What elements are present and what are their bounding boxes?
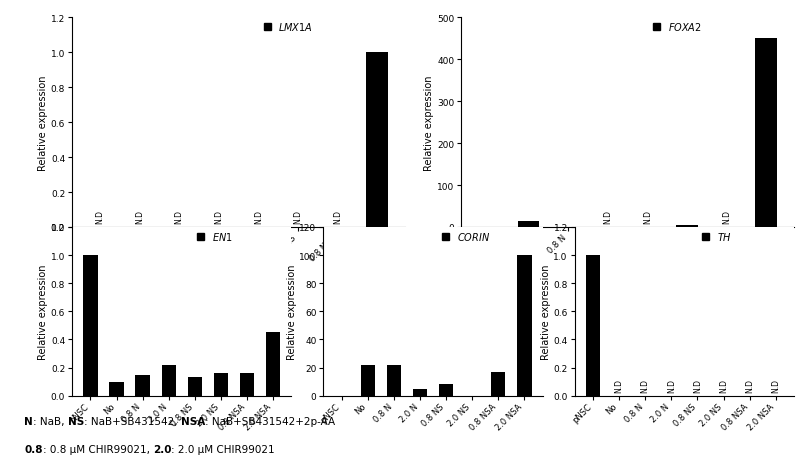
Text: N.D: N.D (294, 209, 302, 223)
Legend: $\it{EN1}$: $\it{EN1}$ (196, 229, 233, 243)
Text: : NaB,: : NaB, (33, 416, 67, 426)
Bar (361, 365, 375, 396)
Text: N.D: N.D (745, 379, 754, 393)
Text: N.D: N.D (254, 209, 263, 223)
Text: N.D: N.D (603, 209, 612, 223)
Bar (83, 256, 98, 396)
Text: N.D: N.D (135, 209, 144, 223)
Text: : NaB+SB431542,: : NaB+SB431542, (84, 416, 180, 426)
Legend: $\it{FOXA2}$: $\it{FOXA2}$ (652, 20, 703, 34)
Bar (517, 221, 540, 228)
Text: N.D: N.D (772, 379, 780, 393)
Bar (214, 374, 228, 396)
Text: 0.8: 0.8 (24, 444, 43, 454)
Text: : NaB+SB431542+2p-AA: : NaB+SB431542+2p-AA (205, 416, 335, 426)
Bar (491, 372, 505, 396)
Legend: $\it{LMX1A}$: $\it{LMX1A}$ (263, 20, 314, 34)
Text: N.D: N.D (643, 209, 652, 223)
Bar (413, 389, 427, 396)
Text: N.D: N.D (175, 209, 184, 223)
Text: N.D: N.D (693, 379, 702, 393)
Legend: $\it{TH}$: $\it{TH}$ (702, 229, 733, 243)
Text: N.D: N.D (614, 379, 624, 393)
Text: NS: NS (67, 416, 84, 426)
Bar (367, 53, 388, 228)
Y-axis label: Relative expression: Relative expression (38, 75, 48, 171)
Bar (161, 365, 176, 396)
Y-axis label: Relative expression: Relative expression (286, 264, 297, 359)
Bar (676, 225, 698, 228)
Bar (517, 256, 532, 396)
Text: 2.0: 2.0 (153, 444, 172, 454)
Legend: $\it{CORIN}$: $\it{CORIN}$ (441, 229, 491, 243)
Bar (755, 39, 777, 228)
Bar (109, 382, 124, 396)
Bar (136, 375, 150, 396)
Text: N.D: N.D (641, 379, 650, 393)
Bar (439, 384, 453, 396)
Text: NSA: NSA (180, 416, 205, 426)
Text: N: N (24, 416, 33, 426)
Text: N.D: N.D (95, 209, 104, 223)
Text: N.D: N.D (666, 379, 676, 393)
Text: : 2.0 μM CHIR99021: : 2.0 μM CHIR99021 (172, 444, 275, 454)
Y-axis label: Relative expression: Relative expression (541, 264, 551, 359)
Bar (585, 256, 600, 396)
Bar (387, 365, 401, 396)
Bar (188, 378, 202, 396)
Bar (240, 374, 254, 396)
Y-axis label: Relative expression: Relative expression (424, 75, 434, 171)
Text: : 0.8 μM CHIR99021,: : 0.8 μM CHIR99021, (43, 444, 153, 454)
Bar (266, 333, 281, 396)
Text: N.D: N.D (333, 209, 342, 223)
Text: N.D: N.D (722, 209, 731, 223)
Text: N.D: N.D (719, 379, 728, 393)
Text: N.D: N.D (214, 209, 223, 223)
Y-axis label: Relative expression: Relative expression (38, 264, 48, 359)
